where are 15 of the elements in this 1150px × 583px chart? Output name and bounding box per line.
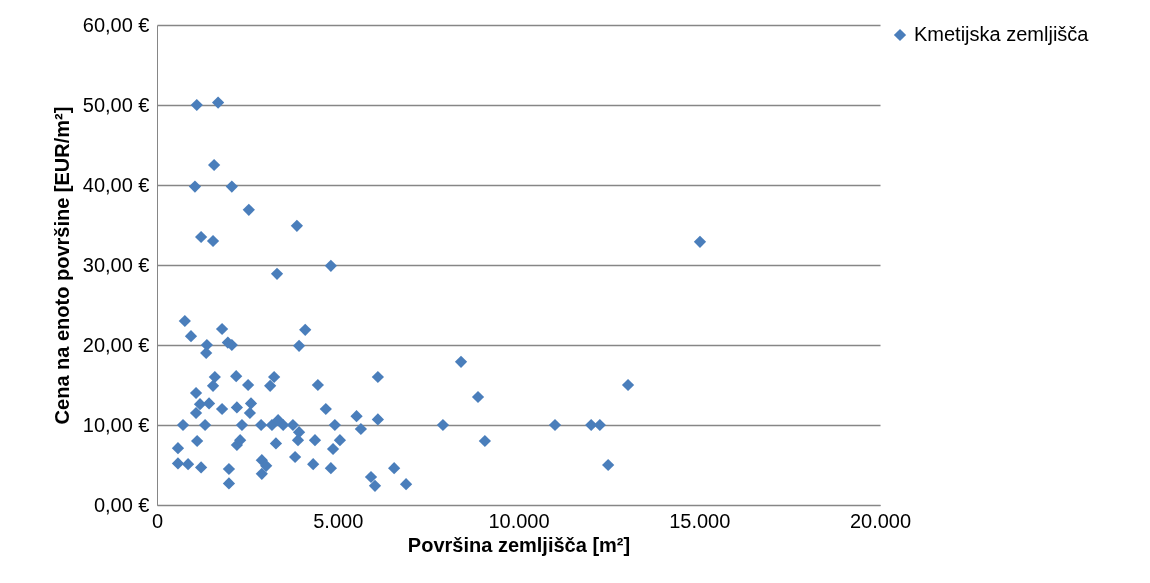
y-tick-label: 50,00 € [82, 93, 150, 116]
y-tick-label: 30,00 € [82, 253, 150, 276]
x-tick-label: 0 [151, 509, 164, 532]
y-tick-label: 10,00 € [82, 413, 150, 436]
y-tick-label: 0,00 € [93, 493, 150, 516]
x-tick-label: 5.000 [313, 509, 364, 532]
x-tick-label: 10.000 [488, 509, 550, 532]
x-tick-label: 15.000 [669, 509, 731, 532]
y-tick-label: 40,00 € [82, 173, 150, 196]
y-tick-label: 60,00 € [82, 13, 150, 36]
x-axis-title: Površina zemljišča [m²] [407, 533, 631, 556]
x-tick-label: 20.000 [849, 509, 912, 532]
y-tick-label: 20,00 € [82, 333, 150, 356]
legend-label: Kmetijska zemljišča [914, 23, 1090, 45]
y-axis-title: Cena na enoto površine [EUR/m²] [50, 106, 73, 425]
